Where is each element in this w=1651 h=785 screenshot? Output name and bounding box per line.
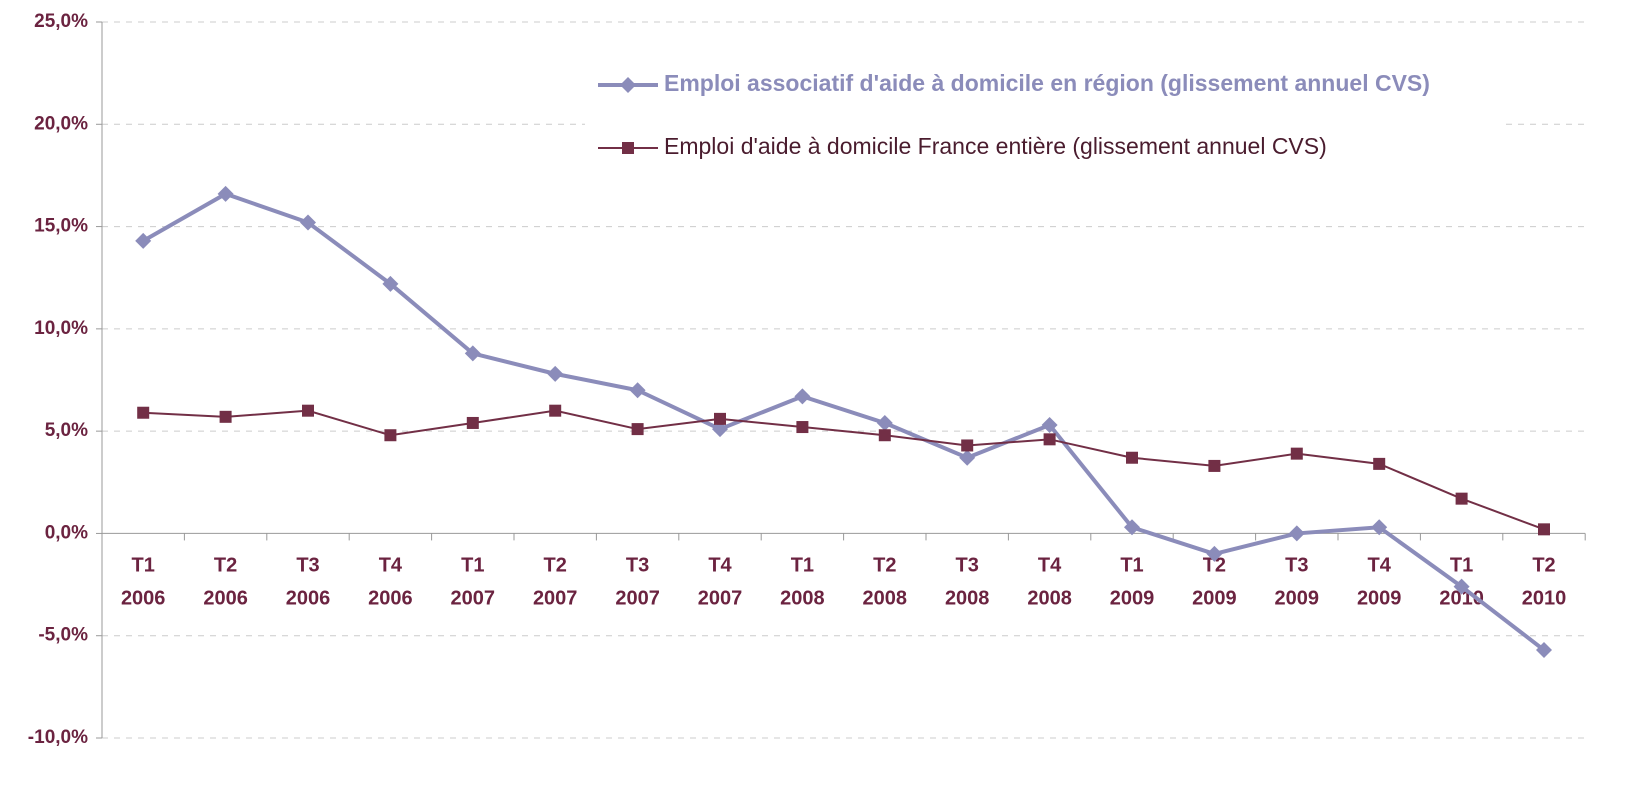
point [1453,578,1470,595]
y-tick-label: 0,0% [45,522,88,543]
x-tick-label: 2008 [945,588,990,610]
point [631,423,644,436]
point [300,214,316,231]
x-tick-label: 2007 [451,588,496,610]
legend-label: Emploi d'aide à domicile France entière … [664,133,1327,159]
x-tick-label: T2 [1203,555,1226,577]
x-tick-label: T3 [956,555,979,577]
point [1206,545,1223,562]
x-tick-label: T4 [1038,555,1062,577]
x-tick-label: T1 [1450,555,1473,577]
y-tick-label: 15,0% [34,216,88,237]
point [794,388,811,405]
x-tick-label: T2 [214,555,237,577]
point [712,421,728,438]
x-tick-label: 2006 [368,588,413,610]
point [1288,525,1305,542]
point [549,404,562,417]
point [1124,519,1140,536]
point [876,414,893,431]
point [959,449,976,466]
point [1536,642,1552,659]
x-tick-label: 2007 [615,588,660,610]
x-tick-label: 2008 [780,588,825,610]
point [714,412,726,425]
point [382,275,399,292]
point [1538,523,1550,536]
point [466,416,479,429]
x-tick-label: 2006 [286,588,331,610]
legend-marker [622,142,634,154]
point [219,410,232,423]
legend-bg [585,60,1505,180]
x-tick-label: T1 [461,555,484,577]
x-tick-label: T2 [873,555,896,577]
x-tick-label: T2 [544,555,567,577]
x-tick-label: 2009 [1110,588,1155,610]
x-tick-label: T1 [791,555,814,577]
point [302,404,314,417]
point [384,429,397,442]
x-tick-label: T3 [1285,555,1308,577]
point [878,429,891,442]
x-tick-label: 2006 [121,588,166,610]
point [217,185,234,202]
y-tick-label: 25,0% [34,11,88,32]
point [961,439,974,452]
x-tick-label: 2008 [1027,588,1072,610]
x-tick-label: T4 [708,555,732,577]
point [547,365,564,382]
legend-label: Emploi associatif d'aide à domicile en r… [664,70,1430,96]
x-tick-label: 2007 [533,588,578,610]
y-tick-label: -5,0% [38,625,88,646]
x-tick-label: 2009 [1192,588,1237,610]
series-line [143,409,1545,531]
point [1290,447,1303,460]
point [1455,492,1468,505]
x-tick-label: T3 [296,555,319,577]
point [135,232,152,249]
x-tick-label: 2006 [203,588,248,610]
x-tick-label: T3 [626,555,649,577]
y-tick-label: 20,0% [34,113,88,134]
x-tick-label: T1 [1120,555,1143,577]
x-tick-label: T4 [1368,555,1392,577]
point [464,345,481,362]
x-tick-label: T2 [1532,555,1555,577]
point [1043,433,1056,446]
point [137,406,150,419]
point [1373,457,1386,470]
x-tick-label: 2008 [863,588,908,610]
y-tick-label: 10,0% [34,318,88,339]
x-tick-label: 2007 [698,588,743,610]
x-tick-label: 2009 [1357,588,1402,610]
y-tick-label: -10,0% [28,727,88,748]
x-tick-label: T4 [379,555,403,577]
y-tick-label: 5,0% [45,420,88,441]
point [629,382,646,399]
point [1371,519,1388,536]
x-tick-label: 2009 [1275,588,1320,610]
point [1208,459,1221,472]
legend-marker [620,77,636,93]
point [796,421,809,434]
x-tick-label: 2010 [1522,588,1567,610]
point [1041,417,1058,434]
point [1126,451,1138,464]
x-tick-label: T1 [132,555,155,577]
series-line [142,191,1546,652]
legend: Emploi associatif d'aide à domicile en r… [585,60,1505,180]
